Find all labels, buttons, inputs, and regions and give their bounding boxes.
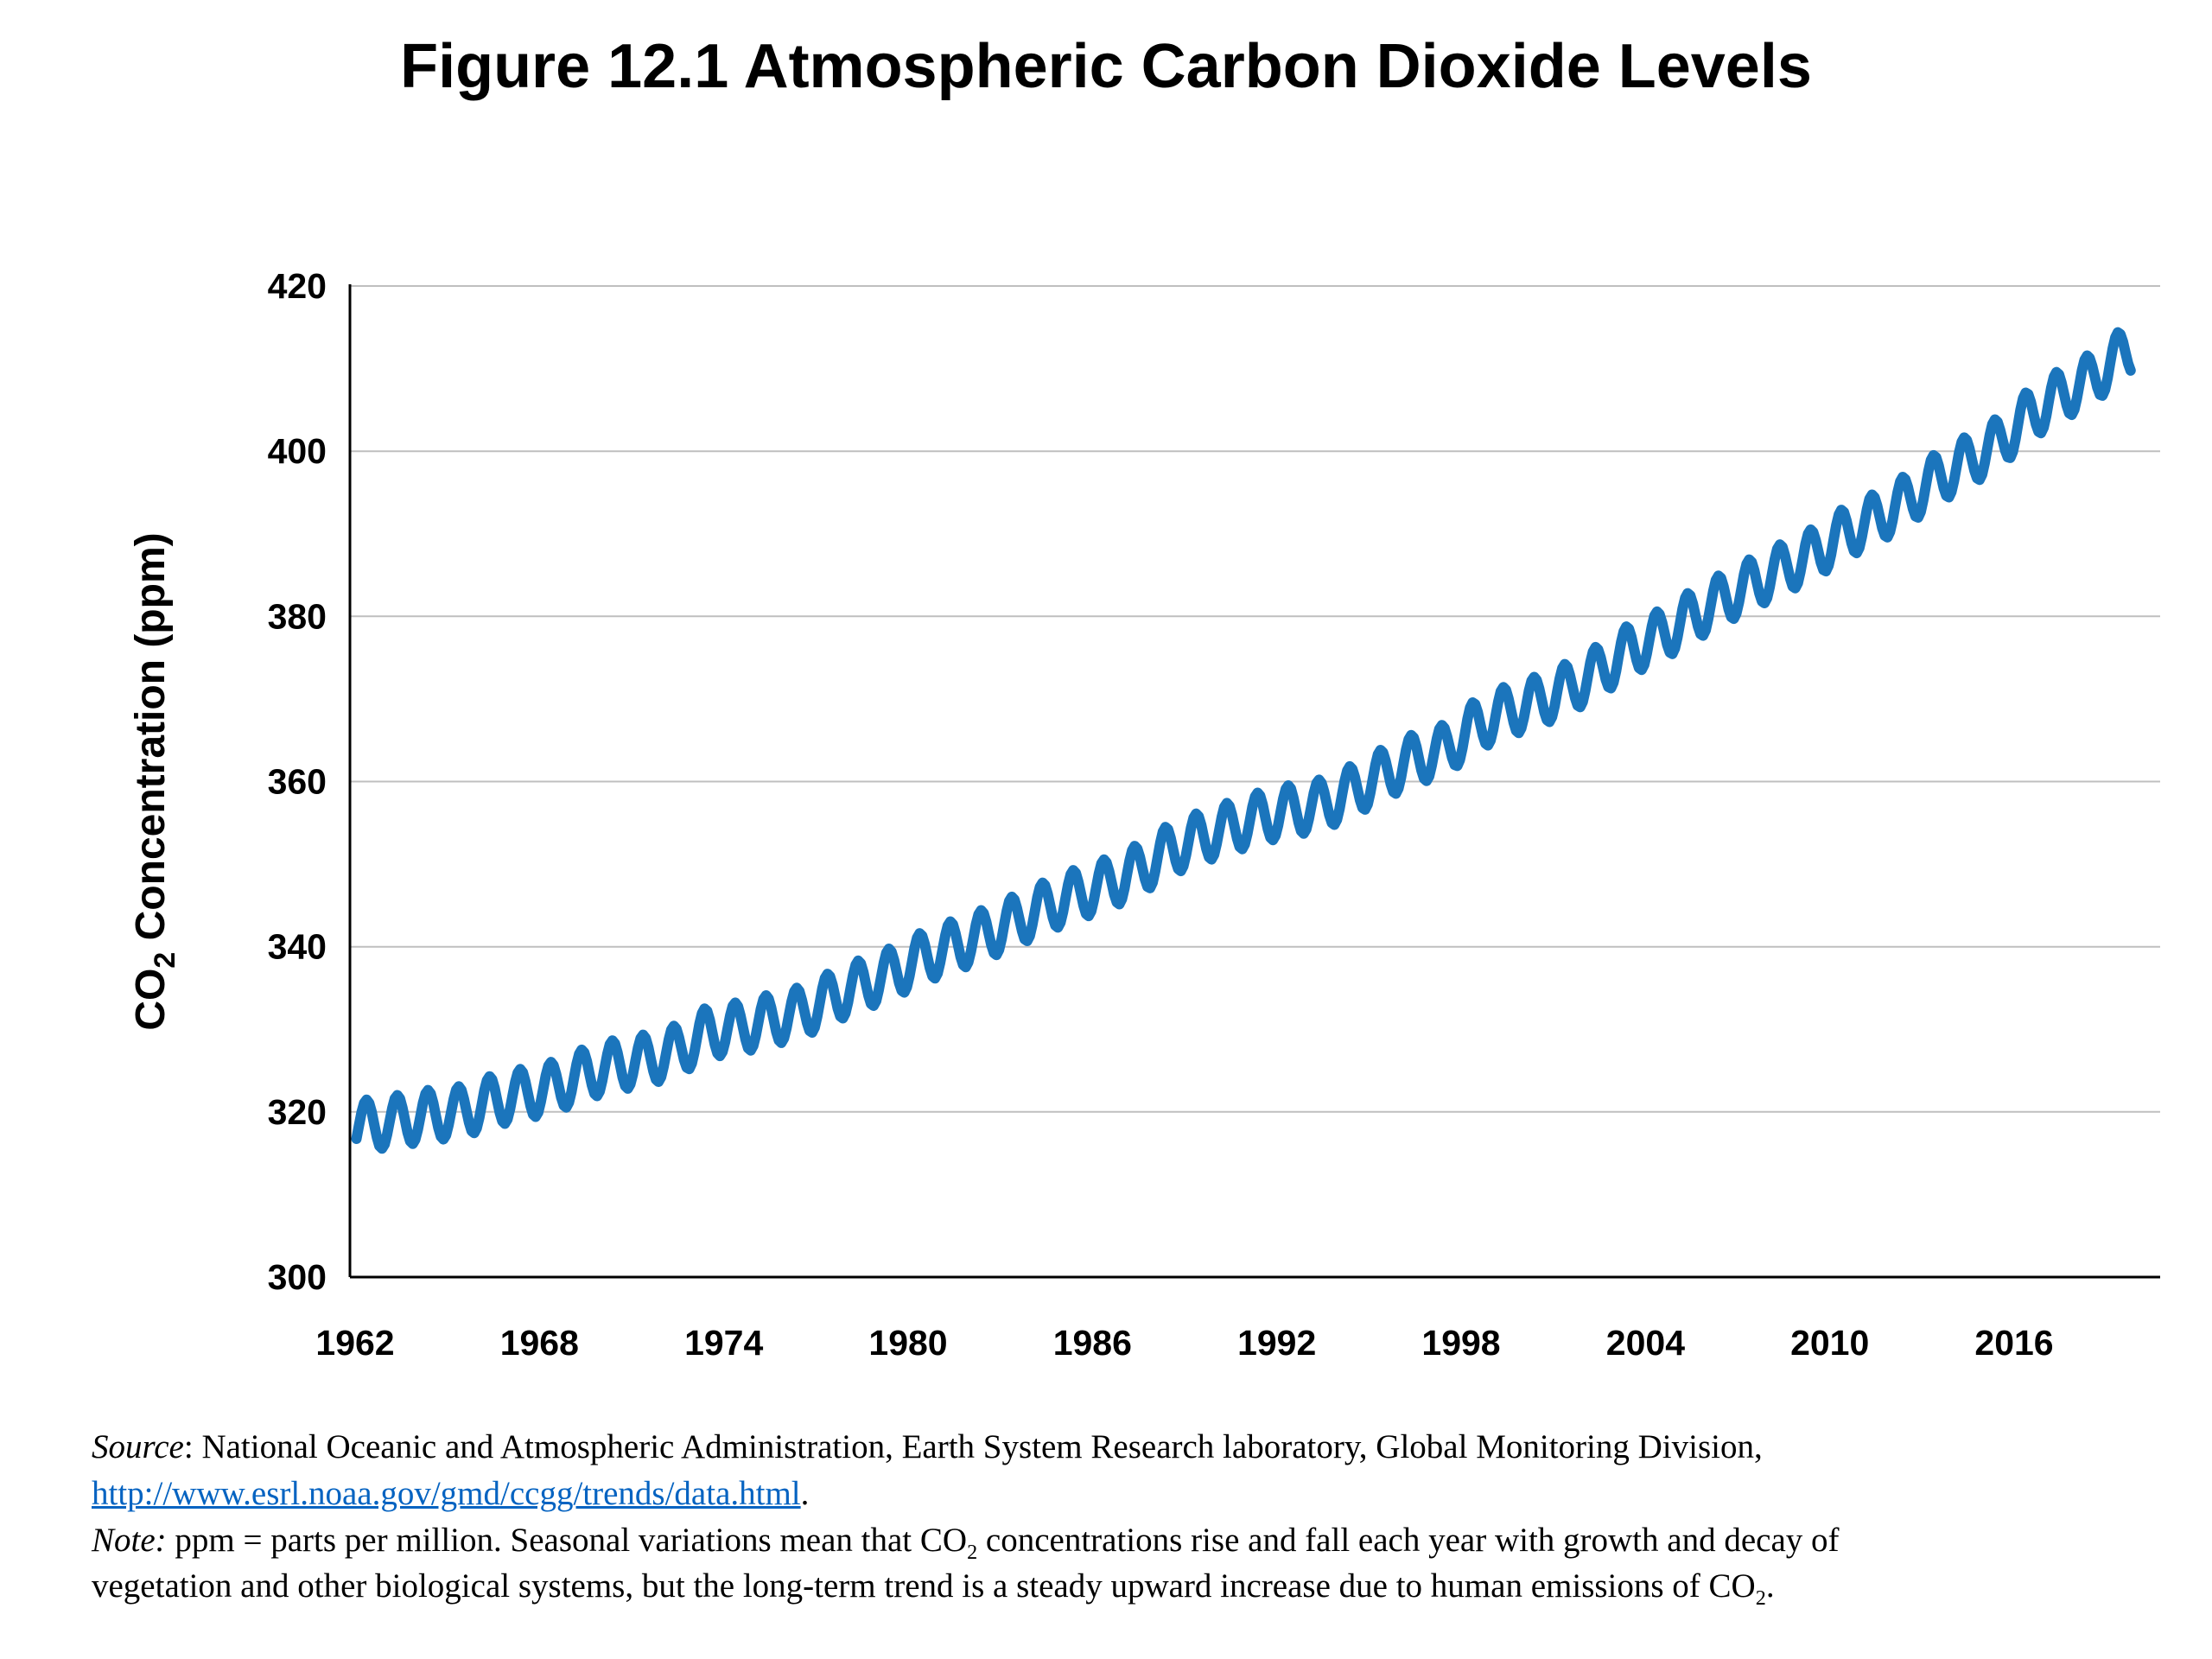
- note-period: .: [1765, 1567, 1775, 1605]
- note-text-1: ppm = parts per million. Seasonal variat…: [166, 1521, 968, 1559]
- svg-text:1980: 1980: [868, 1323, 947, 1363]
- note-text-2: concentrations rise and fall each year w…: [92, 1521, 1840, 1605]
- svg-text:380: 380: [268, 596, 327, 636]
- co2-line-series: [351, 327, 2136, 1154]
- y-axis-tick-labels: 300 320 340 360 380 400 420: [268, 266, 327, 1297]
- svg-text:1998: 1998: [1421, 1323, 1500, 1363]
- y-axis-title: CO2 Concentration (ppm): [128, 532, 181, 1030]
- svg-text:300: 300: [268, 1257, 327, 1297]
- svg-text:1992: 1992: [1237, 1323, 1316, 1363]
- svg-text:1968: 1968: [500, 1323, 579, 1363]
- svg-text:CO2 Concentration (ppm): CO2 Concentration (ppm): [128, 532, 181, 1030]
- source-label: Source: [92, 1428, 184, 1465]
- svg-text:1986: 1986: [1053, 1323, 1132, 1363]
- note-co2-subscript-1: 2: [967, 1540, 978, 1564]
- svg-text:360: 360: [268, 762, 327, 802]
- source-period: .: [800, 1474, 810, 1512]
- svg-text:320: 320: [268, 1092, 327, 1132]
- svg-text:2010: 2010: [1790, 1323, 1869, 1363]
- note-co2-subscript-2: 2: [1755, 1586, 1766, 1611]
- footer-notes: Source: National Oceanic and Atmospheric…: [92, 1424, 1949, 1610]
- x-axis-tick-labels: 1962 1968 1974 1980 1986 1992 1998 2004 2010 2016: [315, 1323, 2053, 1363]
- svg-text:1974: 1974: [684, 1323, 763, 1363]
- svg-text:400: 400: [268, 431, 327, 471]
- source-text: : National Oceanic and Atmospheric Admin…: [183, 1428, 1763, 1465]
- svg-text:420: 420: [268, 266, 327, 306]
- svg-text:2016: 2016: [1974, 1323, 2053, 1363]
- chart-gridlines: [350, 285, 2160, 1113]
- svg-text:1962: 1962: [315, 1323, 394, 1363]
- chart-title: Figure 12.1 Atmospheric Carbon Dioxide L…: [400, 32, 1812, 101]
- note-label: Note:: [92, 1521, 167, 1559]
- svg-text:340: 340: [268, 927, 327, 967]
- svg-text:2004: 2004: [1606, 1323, 1685, 1363]
- chart-axes: [348, 284, 2160, 1279]
- source-link[interactable]: http://www.esrl.noaa.gov/gmd/ccgg/trends…: [92, 1474, 801, 1512]
